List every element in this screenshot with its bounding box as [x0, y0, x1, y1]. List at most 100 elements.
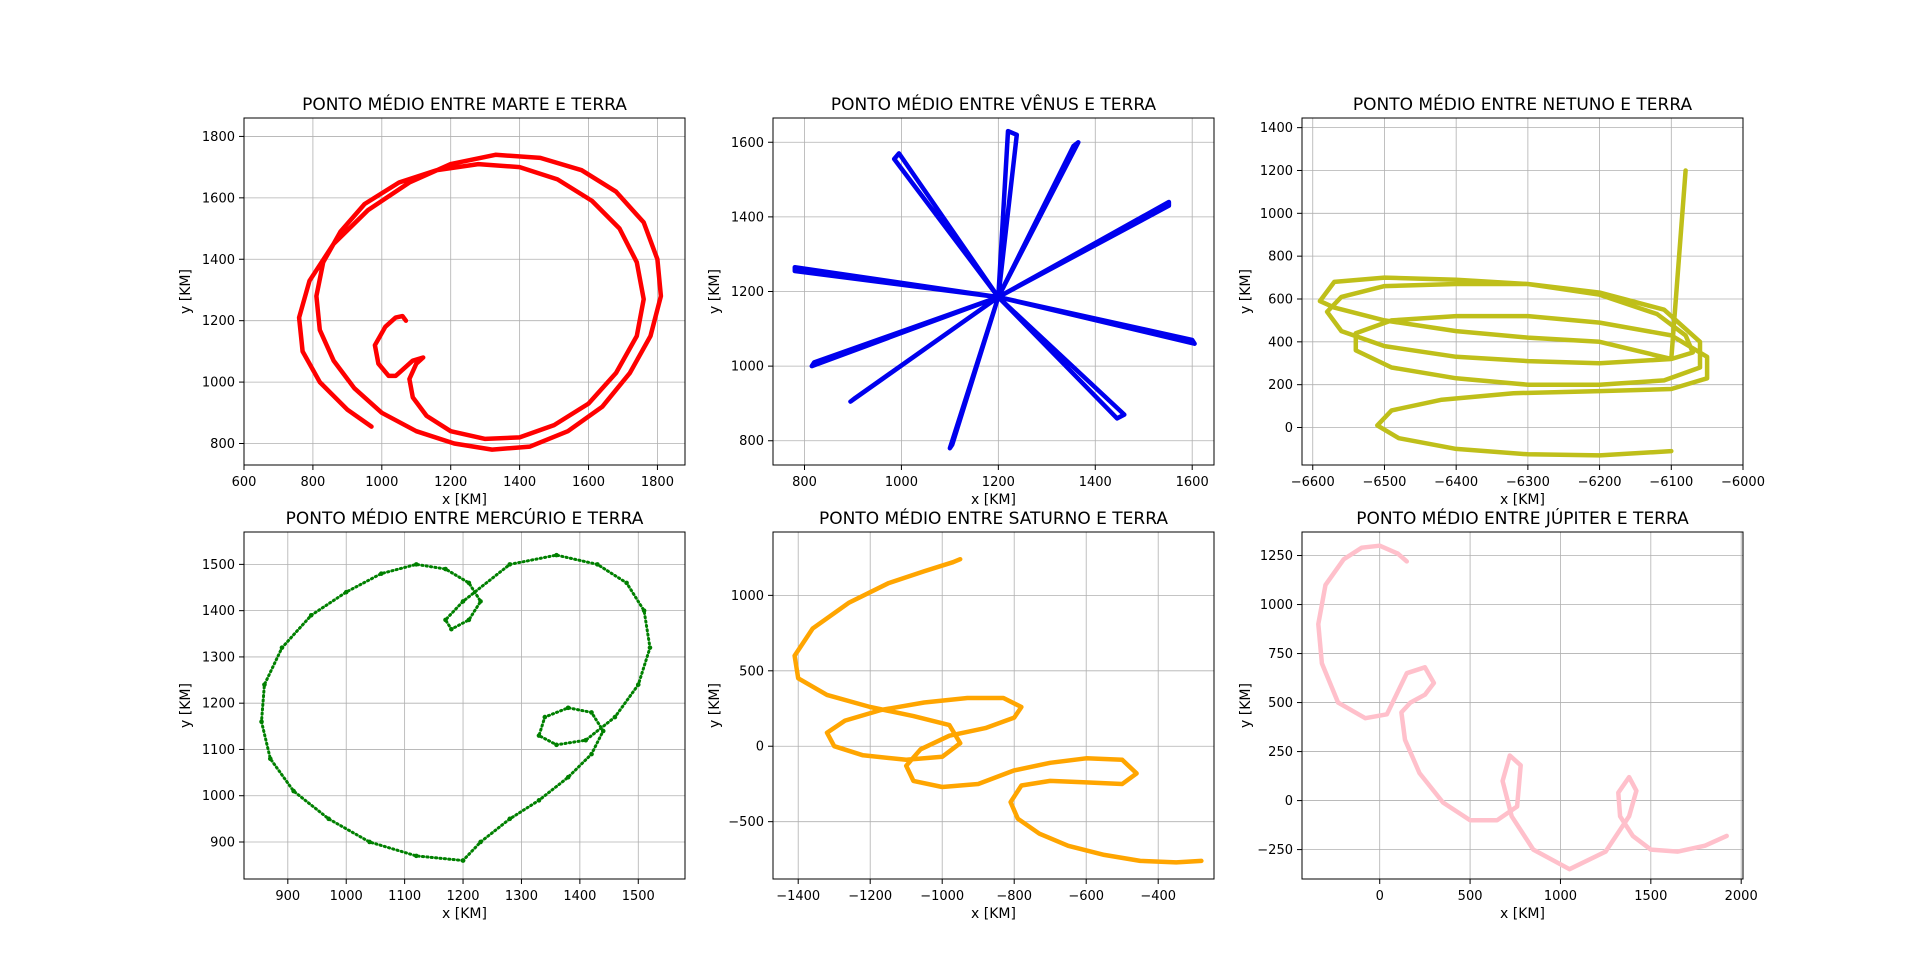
data-point [589, 751, 594, 757]
x-tick-label: 0 [1376, 889, 1384, 904]
y-tick-label: 0 [1285, 421, 1293, 436]
data-point [414, 853, 419, 859]
x-tick-label: −6600 [1291, 475, 1335, 490]
x-axis-label: x [KM] [1500, 906, 1545, 922]
plot-frame [243, 531, 686, 880]
chart-title: PONTO MÉDIO ENTRE NETUNO E TERRA [1353, 93, 1693, 115]
y-tick-label: 1400 [731, 210, 764, 225]
y-tick-label: 1250 [1260, 549, 1293, 564]
y-tick-label: −250 [1257, 843, 1293, 858]
x-tick-label: 500 [1458, 889, 1483, 904]
data-point [478, 599, 483, 604]
data-series-line [1316, 543, 1729, 872]
x-tick-label: 1200 [982, 475, 1015, 490]
chart-title: PONTO MÉDIO ENTRE MERCÚRIO E TERRA [286, 507, 644, 529]
x-tick-label: 900 [275, 889, 300, 904]
data-point [507, 562, 513, 567]
y-axis-label: y [KM] [1238, 269, 1254, 314]
chart-title: PONTO MÉDIO ENTRE SATURNO E TERRA [819, 507, 1168, 529]
x-tick-label: 1800 [641, 475, 674, 490]
y-axis-label: y [KM] [707, 269, 723, 314]
chart-title: PONTO MÉDIO ENTRE JÚPITER E TERRA [1356, 507, 1689, 529]
x-tick-label: −1200 [848, 889, 892, 904]
data-point [478, 839, 483, 845]
y-tick-label: 1000 [202, 376, 235, 391]
y-tick-label: 1200 [202, 697, 235, 712]
data-point [595, 562, 600, 567]
x-tick-label: 1400 [1079, 475, 1112, 490]
y-tick-label: 1500 [202, 558, 235, 573]
data-point [267, 756, 273, 762]
y-axis-label: y [KM] [707, 683, 723, 728]
x-tick-label: 800 [792, 475, 817, 490]
x-tick-label: 600 [232, 475, 257, 490]
x-tick-label: 1400 [503, 475, 536, 490]
data-point [460, 599, 466, 604]
x-tick-label: −1000 [920, 889, 964, 904]
y-tick-label: 800 [210, 437, 235, 452]
data-series-line [296, 152, 664, 452]
data-point [308, 612, 314, 618]
chart-title: PONTO MÉDIO ENTRE MARTE E TERRA [302, 93, 627, 115]
x-tick-label: 1400 [563, 889, 596, 904]
data-point [542, 714, 548, 720]
x-tick-label: 800 [300, 475, 325, 490]
x-tick-label: −6000 [1721, 475, 1765, 490]
y-tick-label: 1600 [731, 136, 764, 151]
x-tick-label: 1600 [1176, 475, 1209, 490]
y-tick-label: 1000 [731, 360, 764, 375]
plot-frame [243, 117, 686, 466]
y-tick-label: 1400 [1260, 121, 1293, 136]
y-tick-label: 0 [756, 740, 764, 755]
chart-panel-5: −1400 −1200 −1000 −800 −600 −400 −500 0 500 1000 P… [707, 507, 1215, 922]
data-point [279, 645, 285, 650]
x-tick-label: −6100 [1649, 475, 1693, 490]
y-tick-label: 250 [1268, 745, 1293, 760]
x-tick-label: 1300 [505, 889, 538, 904]
y-tick-label: 1000 [202, 789, 235, 804]
data-point [262, 682, 267, 687]
x-tick-label: −1400 [776, 889, 820, 904]
x-tick-label: −800 [996, 889, 1032, 904]
x-axis-label: x [KM] [971, 906, 1016, 922]
x-tick-label: −600 [1068, 889, 1104, 904]
x-tick-label: 1000 [885, 475, 918, 490]
data-point [565, 705, 571, 711]
x-axis-label: x [KM] [971, 492, 1016, 508]
chart-title: PONTO MÉDIO ENTRE VÊNUS E TERRA [831, 93, 1157, 115]
y-tick-label: 1000 [1260, 598, 1293, 613]
data-point [554, 742, 559, 748]
y-tick-label: 600 [1268, 292, 1293, 307]
y-tick-label: 1300 [202, 650, 235, 665]
y-tick-label: 1800 [202, 130, 235, 145]
y-tick-label: 1600 [202, 191, 235, 206]
data-point [589, 710, 594, 715]
y-tick-label: 1000 [731, 589, 764, 604]
data-series-line [792, 556, 1204, 865]
data-point [343, 589, 349, 595]
data-point [259, 719, 264, 724]
plot-frame [1301, 117, 1744, 466]
data-point [449, 626, 454, 632]
x-tick-label: 1000 [1544, 889, 1577, 904]
y-tick-label: 1200 [1260, 164, 1293, 179]
chart-panel-4: 900 1000 1100 1200 1300 1400 1500 900 1000 1100 12… [178, 507, 686, 922]
data-point [414, 562, 419, 567]
y-tick-label: 750 [1268, 647, 1293, 662]
data-point [583, 737, 589, 743]
y-tick-label: 0 [1285, 794, 1293, 809]
data-point [635, 682, 641, 687]
y-tick-label: −500 [728, 815, 764, 830]
y-tick-label: 1200 [202, 314, 235, 329]
x-tick-label: 1000 [330, 889, 363, 904]
data-point [460, 858, 466, 863]
chart-panel-2: 800 1000 1200 1400 1600 800 1000 1200 1400 1600 PO… [707, 93, 1215, 508]
x-tick-label: 1600 [572, 475, 605, 490]
plot-frame [1301, 531, 1744, 880]
x-tick-label: 1200 [434, 475, 467, 490]
data-point [443, 566, 448, 572]
y-tick-label: 900 [210, 835, 235, 850]
y-axis-label: y [KM] [178, 683, 194, 728]
data-point [554, 552, 559, 558]
